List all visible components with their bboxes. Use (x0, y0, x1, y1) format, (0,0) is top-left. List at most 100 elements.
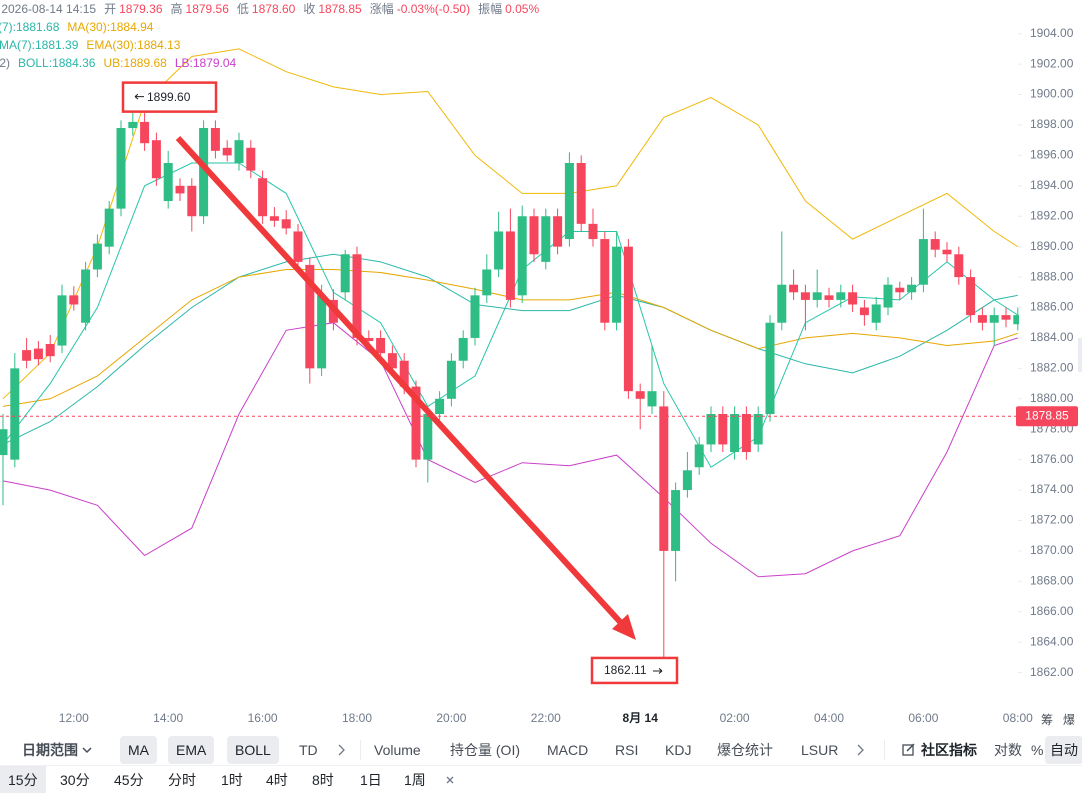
candle-body (435, 398, 445, 415)
last-price-tag (1016, 406, 1078, 427)
indicator-boll[interactable]: BOLL (227, 736, 279, 764)
candle-body (954, 254, 964, 278)
candle-body (576, 162, 586, 224)
legend-item: EMA(30):1884.13 (86, 38, 180, 52)
y-tick-label: 1894.00 (1030, 178, 1074, 192)
legend-item: -0.03%(-0.50) (397, 2, 470, 16)
x-tick-label: 8月 14 (623, 711, 659, 725)
timeframe[interactable]: 1时 (221, 772, 243, 788)
y-tick-label: 1864.00 (1030, 634, 1074, 648)
timeframe[interactable]: 30分 (60, 772, 90, 788)
indicator-td[interactable]: TD (299, 742, 318, 758)
candle-body (199, 128, 209, 217)
indicator-ema[interactable]: EMA (168, 736, 215, 764)
marker-arrow (653, 668, 663, 674)
edit-icon (902, 743, 915, 756)
candle-body (364, 337, 374, 341)
candle-body (1001, 315, 1011, 320)
timeframe[interactable]: 分时 (168, 772, 196, 788)
x-tick-label: 02:00 (720, 711, 750, 725)
timeframe[interactable]: 1周 (404, 772, 426, 788)
legend-item: LB:1879.04 (175, 56, 237, 70)
legend-item: 收 (303, 2, 315, 16)
marker-arrow (134, 93, 144, 100)
sub-liquidation[interactable]: 爆仓统计 (717, 742, 773, 758)
percent-scale[interactable]: % (1031, 742, 1044, 758)
candle-body (494, 231, 504, 270)
candle-body (340, 254, 350, 293)
candle-body (505, 231, 515, 300)
legend-item: 0.05% (505, 2, 539, 16)
legend-item: BOLL:1884.36 (18, 56, 96, 70)
candle-body (352, 254, 362, 338)
sub-volume[interactable]: Volume (374, 742, 421, 758)
candle-body (612, 246, 622, 323)
candle-body (470, 295, 480, 338)
x-tick-label: 04:00 (814, 711, 844, 725)
legend-item: MA(7):1881.68 (0, 20, 60, 34)
candle-body (281, 219, 291, 229)
x-tick-label: 08:00 (1003, 711, 1033, 725)
auto-scale[interactable]: 自动 (1045, 736, 1082, 764)
close-icon[interactable] (445, 775, 455, 785)
candle-body (517, 216, 527, 296)
candle-body (789, 284, 799, 293)
indicator-ma[interactable]: MA (120, 736, 157, 764)
chart: 1862.00 1864.00 1866.00 1868.00 1870.00 1872.… (0, 1, 1082, 727)
sub-rsi[interactable]: RSI (615, 742, 639, 758)
x-tick-label: 22:00 (531, 711, 561, 725)
timeframe[interactable]: 45分 (114, 772, 144, 788)
legend-item: 1879.56 (186, 2, 230, 16)
sub-oi[interactable]: 持仓量 (OI) (450, 742, 520, 758)
candle-body (0, 429, 8, 456)
indicator-line (2, 322, 1018, 578)
x-tick-label: 14:00 (153, 711, 183, 725)
candle-body (824, 295, 834, 300)
candle-body (694, 444, 704, 468)
y-tick-label: 1884.00 (1030, 330, 1074, 344)
candle-body (659, 406, 669, 551)
candle-body (907, 284, 917, 293)
sub-macd[interactable]: MACD (547, 742, 589, 758)
candle-body (116, 128, 126, 209)
indicator-line (2, 48, 1019, 400)
candle-body (836, 292, 846, 300)
chevron-down (82, 747, 92, 754)
y-tick-label: 1874.00 (1030, 482, 1074, 496)
y-tick-label: 1872.00 (1030, 513, 1074, 527)
y-tick-label: 1880.00 (1030, 391, 1074, 405)
candle-body (895, 287, 905, 293)
community-indicators[interactable]: 社区指标 (921, 742, 977, 758)
chevron-right[interactable] (336, 744, 346, 756)
candle-body (69, 295, 79, 305)
y-tick-label: 1868.00 (1030, 574, 1074, 588)
candle-body (399, 360, 409, 387)
date-range[interactable]: 日期范围 (22, 742, 78, 758)
candle-body (777, 284, 787, 323)
timeframe[interactable]: 4时 (266, 772, 288, 788)
candle-body (482, 269, 492, 296)
timeframe[interactable]: 8时 (312, 772, 334, 788)
candle-body (753, 414, 763, 445)
y-tick-label: 1866.00 (1030, 604, 1074, 618)
candle-body (387, 353, 397, 369)
candle-body (588, 223, 598, 240)
candle-body (741, 414, 751, 453)
sub-kdj[interactable]: KDJ (665, 742, 692, 758)
candle-body (222, 147, 232, 156)
candle-body (859, 307, 869, 316)
candle-body (423, 414, 433, 460)
side-tab: 爆 (1063, 713, 1075, 727)
candle-body (800, 292, 810, 300)
separator (360, 740, 361, 760)
sub-lsur[interactable]: LSUR (801, 742, 839, 758)
chevron-right[interactable] (855, 744, 865, 756)
candle-body (623, 246, 633, 392)
legend-item: BOLL(20,2) (0, 56, 10, 70)
timeframe[interactable]: 1日 (360, 772, 382, 788)
timeframe-15m[interactable]: 15分 (0, 766, 46, 793)
candle-body (151, 140, 161, 179)
x-tick-label: 16:00 (248, 711, 278, 725)
log-scale[interactable]: 对数 (994, 742, 1022, 758)
